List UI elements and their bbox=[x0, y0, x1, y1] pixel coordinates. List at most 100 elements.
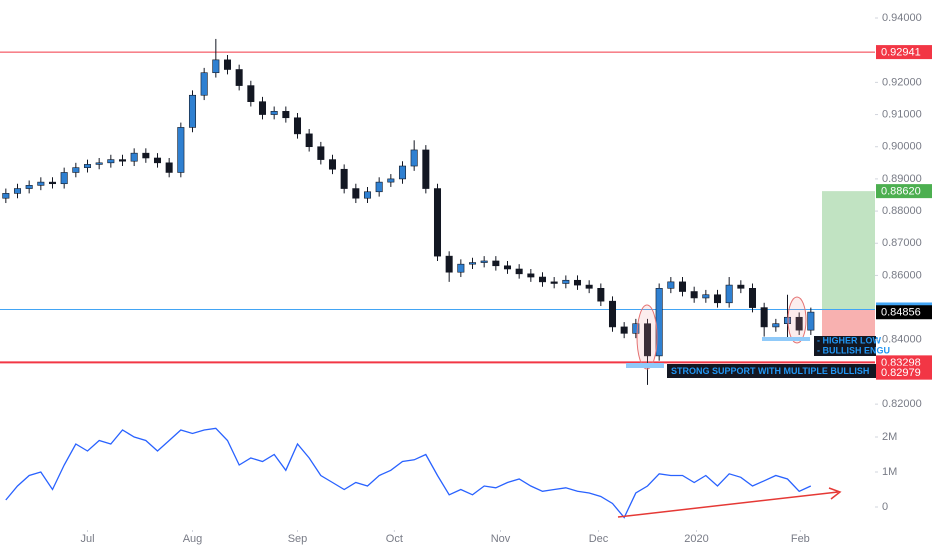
candle-body bbox=[293, 117, 302, 135]
candle-body bbox=[212, 59, 220, 74]
candle-body bbox=[690, 291, 698, 299]
x-tick-label: 2020 bbox=[684, 533, 708, 545]
candle-body bbox=[188, 94, 197, 128]
highlight-ellipse bbox=[636, 304, 658, 370]
candle-body bbox=[620, 326, 628, 334]
candle-body bbox=[352, 188, 360, 199]
candle-body bbox=[748, 288, 757, 308]
candle-body bbox=[410, 149, 418, 167]
price-tag bbox=[876, 45, 932, 60]
candle-body bbox=[165, 162, 173, 173]
y-tick-label: 0.91000 bbox=[882, 108, 922, 120]
candle-body bbox=[142, 152, 150, 159]
candle-body bbox=[118, 159, 127, 162]
candle-body bbox=[643, 323, 652, 357]
y-tick-label: 0.88000 bbox=[882, 205, 922, 217]
candle-body bbox=[422, 149, 430, 189]
stop-zone bbox=[822, 309, 875, 342]
candle-body bbox=[258, 101, 267, 115]
candle-body bbox=[177, 127, 185, 173]
candle-body bbox=[153, 157, 162, 164]
candle-body bbox=[317, 146, 325, 160]
candle-body bbox=[107, 159, 115, 164]
x-tick-label: Oct bbox=[386, 533, 403, 545]
candle-body bbox=[60, 172, 68, 185]
candle-body bbox=[2, 193, 10, 199]
price-tag-label: 0.84856 bbox=[881, 307, 921, 319]
annotation-box bbox=[667, 364, 876, 378]
annotation-box bbox=[814, 336, 876, 356]
highlight-ellipse bbox=[787, 296, 807, 344]
trend-arrow bbox=[828, 487, 842, 500]
axis-layer: 0.94000 0.92000 0.91000 0.90000 0.89000 0.880… bbox=[80, 12, 932, 545]
candle-body bbox=[25, 185, 33, 189]
price-tag bbox=[876, 365, 932, 380]
indicator-tick-label: 0 bbox=[882, 501, 888, 513]
y-tick-label: 0.84000 bbox=[882, 334, 922, 346]
candle-body bbox=[527, 273, 535, 278]
candle-body bbox=[760, 307, 768, 328]
y-tick-label: 0.82000 bbox=[882, 398, 922, 410]
price-tag bbox=[876, 184, 932, 199]
candle-body bbox=[445, 255, 453, 273]
candle-body bbox=[550, 281, 558, 284]
candle-body bbox=[807, 311, 815, 331]
main-layer bbox=[2, 38, 815, 519]
support-marker bbox=[626, 363, 664, 368]
indicator-tick-label: 1M bbox=[882, 466, 897, 478]
candle-body bbox=[130, 152, 138, 162]
candle-body bbox=[562, 279, 570, 284]
candle-body bbox=[305, 133, 313, 148]
candle-body bbox=[667, 281, 675, 289]
candle-body bbox=[597, 288, 605, 302]
candle-body bbox=[795, 316, 803, 331]
candle-body bbox=[72, 167, 80, 173]
annotation-text: - HIGHER LOW bbox=[817, 335, 881, 345]
candle-body bbox=[772, 323, 780, 328]
candle-body bbox=[247, 85, 255, 102]
candle-body bbox=[608, 300, 617, 328]
candle-body bbox=[515, 268, 523, 275]
candle-body bbox=[37, 181, 45, 186]
candle-body bbox=[585, 284, 593, 289]
candle-body bbox=[702, 294, 710, 299]
y-tick-label: 0.87000 bbox=[882, 237, 922, 249]
y-tick-label: 0.94000 bbox=[882, 12, 922, 24]
candle-body bbox=[678, 281, 687, 292]
candle-body bbox=[503, 265, 512, 270]
x-tick-label: Jul bbox=[80, 533, 94, 545]
candle-body bbox=[363, 191, 372, 199]
candle-body bbox=[270, 111, 278, 115]
target-zone bbox=[822, 191, 875, 310]
trend-line bbox=[617, 491, 839, 518]
candle-body bbox=[398, 165, 407, 180]
y-tick-label: 0.90000 bbox=[882, 141, 922, 153]
y-tick-label: 0.89000 bbox=[882, 173, 922, 185]
candle-body bbox=[783, 316, 792, 324]
price-tag-label: 0.92941 bbox=[881, 47, 921, 59]
candle-body bbox=[632, 323, 640, 334]
candle-body bbox=[282, 111, 290, 119]
indicator-line bbox=[5, 427, 812, 519]
candle-body bbox=[480, 260, 488, 263]
annotation-text: - BULLISH ENGU bbox=[817, 345, 890, 355]
candle-body bbox=[468, 262, 477, 265]
candle-body bbox=[375, 181, 383, 193]
indicator-tick-label: 2M bbox=[882, 431, 897, 443]
x-tick-label: Feb bbox=[791, 533, 810, 545]
candle-body bbox=[48, 181, 57, 185]
x-tick-label: Sep bbox=[288, 533, 308, 545]
candle-body bbox=[713, 294, 722, 304]
candle-body bbox=[340, 168, 348, 189]
candle-body bbox=[725, 284, 733, 304]
candle-body bbox=[83, 164, 92, 168]
candle-body bbox=[13, 188, 22, 194]
candle-body bbox=[538, 276, 547, 283]
x-tick-label: Nov bbox=[491, 533, 511, 545]
candle-body bbox=[492, 260, 500, 267]
x-tick-label: Dec bbox=[589, 533, 609, 545]
candle-body bbox=[457, 263, 465, 273]
price-tag-label: 0.82979 bbox=[881, 367, 921, 379]
